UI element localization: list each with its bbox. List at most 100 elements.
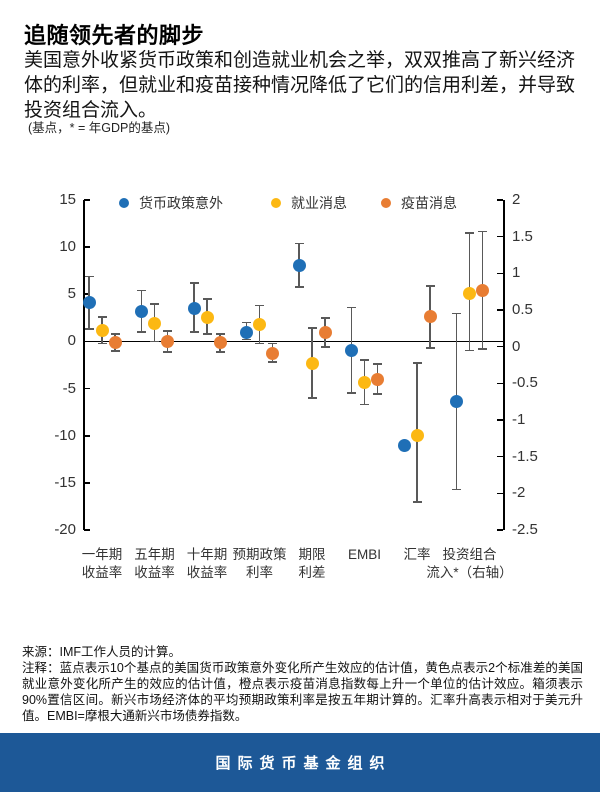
error-bar-cap	[150, 302, 159, 305]
right-axis-tick	[497, 309, 503, 311]
error-bar-cap	[242, 321, 251, 324]
right-axis-tick-label: -1.5	[512, 447, 538, 465]
right-axis-line	[503, 200, 505, 530]
left-axis-tick	[84, 246, 90, 248]
left-axis-tick-label: -15	[54, 473, 76, 491]
error-bar-cap	[137, 331, 146, 333]
error-bar-cap	[84, 275, 94, 278]
error-bar-cap	[347, 306, 356, 309]
error-bar-cap	[215, 351, 225, 353]
error-bar-cap	[202, 298, 212, 300]
error-bar-cap	[255, 304, 264, 307]
error-bar-cap	[478, 230, 487, 233]
error-bar-cap	[360, 359, 369, 362]
right-axis-tick	[497, 419, 503, 421]
data-point	[423, 310, 437, 324]
error-bar-cap	[268, 342, 277, 345]
legend-dot-1	[119, 198, 129, 208]
footnote: 注释：蓝点表示10个基点的美国货币政策意外变化所产生效应的估计值，黄色点表示2个…	[22, 661, 583, 723]
right-axis-tick	[497, 492, 503, 495]
left-axis-tick	[84, 387, 90, 390]
error-bar-cap	[373, 393, 382, 396]
data-point	[345, 344, 358, 358]
data-point	[161, 334, 174, 348]
footer-band: 国际货币基金组织	[0, 733, 600, 792]
left-axis-tick-label: -5	[62, 379, 76, 397]
right-axis-tick	[497, 382, 503, 385]
data-point	[292, 258, 306, 272]
error-bar-cap	[320, 317, 330, 319]
error-bar-cap	[84, 328, 94, 330]
x-category-label-line: 收益率	[134, 565, 175, 580]
right-axis-tick-label: 0.5	[512, 301, 533, 318]
error-bar-cap	[452, 488, 461, 491]
right-axis-tick	[497, 272, 503, 275]
legend-item: 就业消息	[271, 193, 347, 213]
data-point	[95, 323, 109, 337]
legend-item-label: 就业消息	[291, 195, 347, 211]
x-category-label-line: 一年期	[81, 547, 123, 562]
x-category-label: EMBI	[295, 546, 435, 564]
right-axis-tick-label: -0.5	[512, 374, 538, 392]
error-bar-cap	[307, 327, 317, 330]
x-category-label-line: 期限	[298, 547, 326, 562]
left-axis-tick-label: 5	[67, 285, 76, 303]
legend-item-label: 疫苗消息	[401, 195, 457, 211]
data-point	[240, 325, 253, 339]
left-axis-tick	[84, 482, 90, 484]
legend-item: 货币政策意外	[119, 193, 223, 213]
source-note: 来源：IMF工作人员的计算。	[22, 645, 182, 659]
imf-wordmark: 国际货币基金组织	[215, 755, 392, 772]
x-category-label: 预期政策 利率	[190, 546, 330, 582]
left-axis-tick-label: 15	[59, 191, 76, 208]
right-axis-tick-label: 1	[512, 264, 521, 282]
x-category-label-line: 十年期	[186, 547, 228, 562]
error-bar-cap	[294, 285, 304, 288]
left-axis-tick	[84, 199, 90, 201]
error-bar-cap	[360, 403, 369, 406]
left-axis-tick-label: -20	[54, 521, 76, 538]
x-category-label-line: 五年期	[134, 547, 175, 562]
error-bar-cap	[137, 289, 146, 292]
data-point	[135, 304, 148, 318]
right-axis-tick-label: 0	[512, 337, 521, 355]
legend-dot-2	[271, 198, 281, 208]
error-bar-cap	[412, 362, 422, 364]
x-category-label-line: 汇率	[403, 547, 431, 562]
error-bar-cap	[189, 282, 199, 284]
error-bar-cap	[347, 392, 356, 395]
error-bar-cap	[268, 361, 277, 363]
zero-line	[83, 340, 503, 343]
error-bar-cap	[202, 333, 212, 335]
right-axis-tick	[497, 235, 503, 238]
error-bar-cap	[215, 333, 225, 335]
right-axis-tick-label: -1	[512, 411, 526, 428]
error-bar-cap	[452, 312, 461, 315]
x-category-label-line: 收益率	[81, 565, 123, 580]
error-bar-cap	[320, 346, 330, 348]
right-axis-tick	[497, 455, 503, 458]
page-title: 追随领先者的脚步	[24, 23, 205, 48]
legend-item: 疫苗消息	[381, 193, 457, 213]
right-axis-tick	[497, 199, 503, 201]
x-category-label-line: 预期政策	[232, 547, 287, 562]
right-axis-tick-label: 2	[512, 191, 521, 208]
chart-plot: 货币政策意外 就业消息 疫苗消息 15 10 5 0 -5 -10 -15 -20 2 1.5 1 0.5 0…	[32, 191, 540, 582]
right-axis-tick-label: 1.5	[512, 227, 533, 245]
right-axis-tick	[497, 345, 503, 348]
x-category-label: 期限 利差	[242, 546, 382, 582]
x-category-label-line: EMBI	[347, 547, 381, 562]
error-bar-cap	[242, 338, 251, 341]
error-bar-cap	[465, 232, 474, 234]
error-bar-cap	[163, 330, 172, 332]
error-bar-cap	[150, 340, 159, 343]
error-bar-cap	[255, 342, 264, 345]
x-category-label-line: 投资组合	[442, 547, 497, 562]
data-point	[450, 395, 463, 409]
error-bar-cap	[97, 316, 107, 318]
x-category-label: 投资组合 流入*（右轴）	[400, 546, 540, 582]
x-category-label: 一年期 收益率	[32, 546, 172, 582]
left-axis-tick	[84, 434, 90, 437]
legend-item-label: 货币政策意外	[139, 195, 223, 211]
data-point	[108, 335, 122, 349]
